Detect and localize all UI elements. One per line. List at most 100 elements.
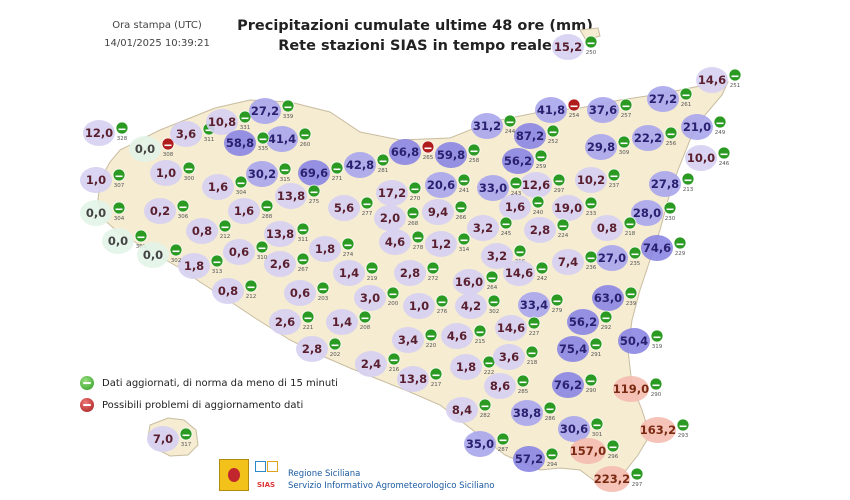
station-212[interactable]: 0,8 212 [186,218,232,244]
station-286[interactable]: 38,8 286 [511,400,557,426]
station-313[interactable]: 1,8 313 [178,253,224,279]
station-256[interactable]: 22,2 256 [632,125,678,151]
station-302b[interactable]: 0,0 302 [137,242,183,268]
station-266[interactable]: 9,4 266 [422,199,468,225]
station-306[interactable]: 0,2 306 [144,198,190,224]
station-278[interactable]: 4,6 278 [379,229,425,255]
station-282[interactable]: 8,4 282 [446,397,492,423]
station-297b[interactable]: 223,2 297 [594,466,644,492]
station-288[interactable]: 1,6 288 [228,198,274,224]
station-213[interactable]: 27,8 213 [649,171,695,197]
station-243[interactable]: 33,0 243 [477,175,523,201]
station-value: 17,2 [378,186,406,200]
station-272[interactable]: 2,8 272 [394,260,440,286]
station-200[interactable]: 3,0 200 [354,285,400,311]
station-242[interactable]: 14,6 242 [503,260,549,286]
station-294[interactable]: 57,2 294 [513,446,559,472]
station-219[interactable]: 1,4 219 [333,260,379,286]
station-328[interactable]: 12,0 328 [83,120,129,146]
station-265[interactable]: 66,8 265 [389,139,435,165]
station-216[interactable]: 2,4 216 [355,351,401,377]
station-229[interactable]: 74,6 229 [641,235,687,261]
station-292[interactable]: 56,2 292 [567,309,613,335]
station-258[interactable]: 59,8 258 [435,142,481,168]
station-301[interactable]: 30,6 301 [558,416,604,442]
station-257[interactable]: 37,6 257 [587,97,633,123]
station-267[interactable]: 2,6 267 [264,251,310,277]
station-251[interactable]: 14,6 251 [696,67,742,93]
station-215[interactable]: 4,6 215 [441,323,487,349]
station-259[interactable]: 56,2 259 [502,148,548,174]
station-285[interactable]: 8,6 285 [484,373,530,399]
station-339[interactable]: 27,2 339 [249,98,295,124]
station-300[interactable]: 1,0 300 [150,160,196,186]
station-291[interactable]: 75,4 291 [557,336,603,362]
station-bubble [450,354,482,380]
station-271[interactable]: 69,6 271 [298,160,344,186]
station-270[interactable]: 17,2 270 [376,180,422,206]
station-305[interactable]: 0,0305 [102,228,148,254]
station-202[interactable]: 2,8 202 [296,336,342,362]
station-307[interactable]: 1,0 307 [80,167,126,193]
station-261[interactable]: 27,2 261 [647,86,693,112]
station-310[interactable]: 0,6 310 [223,239,269,265]
station-218c[interactable]: 3,6 218 [493,344,539,370]
station-276[interactable]: 1,0 276 [403,293,449,319]
station-287[interactable]: 35,0 287 [464,431,510,457]
station-203[interactable]: 0,6 203 [284,280,330,306]
station-264[interactable]: 16,0 264 [453,269,499,295]
station-245[interactable]: 3,2 245 [467,215,513,241]
station-260[interactable]: 41,4 260 [266,126,312,152]
station-316[interactable]: 3,2316 [481,243,527,269]
station-227[interactable]: 14,6 227 [495,315,541,341]
station-235[interactable]: 27,0 235 [596,245,642,271]
station-277[interactable]: 5,6 277 [328,195,374,221]
station-233[interactable]: 19,0 233 [552,195,598,221]
station-274[interactable]: 1,8 274 [309,236,355,262]
station-224[interactable]: 2,8 224 [524,217,570,243]
station-236[interactable]: 7,4 236 [552,249,598,275]
station-290b[interactable]: 119,0 290 [613,376,663,402]
station-239[interactable]: 63,0 239 [592,285,638,311]
station-315[interactable]: 30,2 315 [246,161,292,187]
station-208[interactable]: 1,4 208 [326,309,372,335]
station-218[interactable]: 0,8 218 [591,215,637,241]
station-id: 237 [609,183,620,189]
station-293[interactable]: 163,2 293 [640,417,690,443]
station-220[interactable]: 3,4 220 [392,327,438,353]
station-252[interactable]: 87,2 252 [514,123,560,149]
station-240[interactable]: 1,6 240 [499,194,545,220]
station-230[interactable]: 28,0 230 [631,200,677,226]
station-241[interactable]: 20,6 241 [425,172,471,198]
station-237[interactable]: 10,2 237 [575,167,621,193]
station-246[interactable]: 10,0 246 [685,145,731,171]
station-290[interactable]: 76,2 290 [552,372,598,398]
station-244[interactable]: 31,2 244 [471,113,517,139]
station-302[interactable]: 4,2 302 [455,293,501,319]
station-309[interactable]: 29,8 309 [585,134,631,160]
ok-status-icon [365,261,379,275]
station-317[interactable]: 7,0 317 [147,426,193,452]
station-268[interactable]: 2,0 268 [374,205,420,231]
station-335[interactable]: 58,8 335 [224,130,270,156]
station-221[interactable]: 2,6 221 [269,309,315,335]
station-217[interactable]: 13,8 217 [397,366,443,392]
station-296[interactable]: 157,0 296 [570,438,620,464]
station-275[interactable]: 13,8 275 [275,183,321,209]
station-304b[interactable]: 0,0 304 [80,200,126,226]
station-304[interactable]: 1,6 304 [202,174,248,200]
station-319[interactable]: 50,4 319 [618,328,664,354]
station-279[interactable]: 33,4 279 [518,292,564,318]
station-254[interactable]: 41,8 254 [535,97,581,123]
station-331[interactable]: 10,8 331 [206,109,252,135]
station-281[interactable]: 42,8 281 [344,152,390,178]
station-249[interactable]: 21,0 249 [681,114,727,140]
station-bubble [696,67,728,93]
station-314[interactable]: 1,2 314 [425,231,471,257]
station-308[interactable]: 0,0 308 [129,136,175,162]
station-297[interactable]: 12,6 297 [520,172,566,198]
station-250[interactable]: 15,2 250 [552,34,598,60]
station-311[interactable]: 13,8 311 [264,221,310,247]
station-222[interactable]: 1,8 222 [450,354,496,380]
station-212b[interactable]: 0,8 212 [212,278,258,304]
